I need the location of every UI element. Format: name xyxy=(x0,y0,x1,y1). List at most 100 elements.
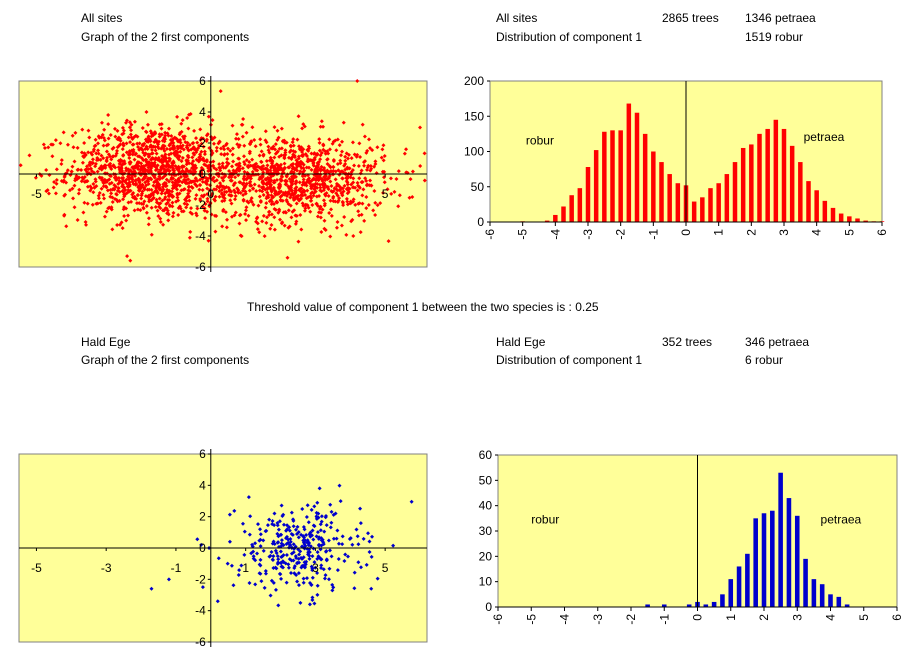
data-point xyxy=(340,139,345,144)
data-point xyxy=(310,575,315,580)
data-point xyxy=(343,154,348,159)
data-point xyxy=(126,175,131,180)
data-point xyxy=(44,167,49,172)
data-point xyxy=(252,162,257,167)
y-tick-label: 4 xyxy=(199,478,206,492)
data-point xyxy=(202,206,207,211)
data-point xyxy=(279,576,284,581)
data-point xyxy=(288,143,293,148)
data-point xyxy=(82,141,87,146)
data-point xyxy=(160,163,165,168)
data-point xyxy=(214,145,219,150)
data-point xyxy=(360,122,365,127)
data-point xyxy=(278,198,283,203)
bar xyxy=(794,515,800,607)
data-point xyxy=(388,176,393,181)
data-point xyxy=(309,507,314,512)
data-point xyxy=(76,167,81,172)
data-point xyxy=(308,544,313,549)
data-point xyxy=(315,165,320,170)
data-point xyxy=(189,184,194,189)
data-point xyxy=(312,155,317,160)
data-point xyxy=(317,543,322,548)
data-point xyxy=(271,180,276,185)
data-point xyxy=(365,165,370,170)
data-point xyxy=(345,202,350,207)
data-point xyxy=(300,190,305,195)
data-point xyxy=(334,191,339,196)
bar xyxy=(778,472,783,607)
data-point xyxy=(134,201,139,206)
bar xyxy=(761,513,767,607)
data-point xyxy=(344,179,349,184)
data-point xyxy=(307,602,312,607)
data-point xyxy=(345,191,350,196)
data-point xyxy=(306,520,311,525)
data-point xyxy=(109,180,114,185)
data-point xyxy=(175,167,180,172)
data-point xyxy=(74,174,79,179)
data-point xyxy=(312,504,317,509)
bar xyxy=(836,596,842,607)
data-point xyxy=(396,204,401,209)
data-point xyxy=(345,156,350,161)
data-point xyxy=(319,543,324,548)
y-tick-label: -6 xyxy=(195,635,206,649)
data-point xyxy=(335,568,340,573)
data-point xyxy=(46,145,51,150)
data-point xyxy=(418,163,423,168)
data-point xyxy=(343,552,348,557)
data-point xyxy=(287,186,292,191)
data-point xyxy=(170,204,175,209)
data-point xyxy=(160,166,165,171)
data-point xyxy=(141,150,146,155)
data-point xyxy=(223,210,228,215)
data-point xyxy=(133,174,138,179)
data-point xyxy=(137,141,142,146)
data-point xyxy=(243,212,248,217)
data-point xyxy=(298,160,303,165)
data-point xyxy=(84,167,89,172)
bar xyxy=(634,112,640,222)
bar xyxy=(675,183,681,222)
data-point xyxy=(124,150,129,155)
data-point xyxy=(310,528,315,533)
x-tick-label: 5 xyxy=(857,614,871,621)
data-point xyxy=(165,211,170,216)
data-point xyxy=(84,222,89,227)
data-point xyxy=(249,196,254,201)
data-point xyxy=(250,186,255,191)
data-point xyxy=(352,163,357,168)
data-point xyxy=(164,168,169,173)
data-point xyxy=(264,201,269,206)
x-tick-label: -3 xyxy=(101,561,112,575)
data-point xyxy=(113,153,118,158)
data-point xyxy=(289,551,294,556)
data-point xyxy=(115,148,120,153)
data-point xyxy=(279,503,284,508)
data-point xyxy=(132,119,137,124)
data-point xyxy=(392,189,397,194)
data-point xyxy=(269,578,274,583)
data-point xyxy=(308,198,313,203)
data-point xyxy=(229,201,234,206)
data-point xyxy=(257,183,262,188)
data-point xyxy=(265,194,270,199)
data-point xyxy=(298,549,303,554)
data-point xyxy=(222,185,227,190)
data-point xyxy=(198,177,203,182)
data-point xyxy=(70,133,75,138)
bar xyxy=(822,200,828,222)
data-point xyxy=(360,201,365,206)
y-tick-label: 0 xyxy=(485,600,492,614)
data-point xyxy=(295,162,300,167)
data-point xyxy=(333,138,338,143)
data-point xyxy=(354,154,359,159)
data-point xyxy=(368,178,373,183)
data-point xyxy=(317,140,322,145)
data-point xyxy=(284,210,289,215)
data-point xyxy=(258,142,263,147)
data-point xyxy=(218,89,223,94)
data-point xyxy=(313,168,318,173)
data-point xyxy=(220,192,225,197)
